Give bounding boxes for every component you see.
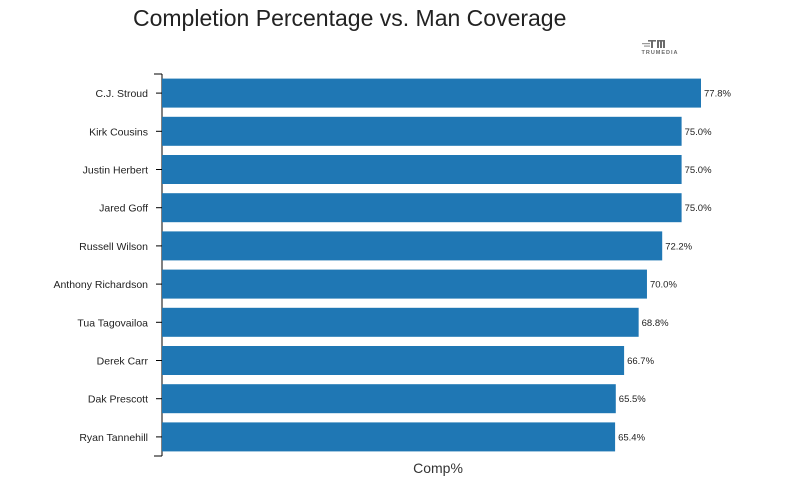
data-label: 75.0% — [685, 203, 712, 214]
data-label: 65.5% — [619, 394, 646, 405]
category-label: Jared Goff — [99, 203, 148, 215]
category-label: Kirk Cousins — [89, 126, 148, 138]
bar[interactable] — [162, 422, 616, 452]
category-label: Tua Tagovailoa — [77, 317, 148, 329]
data-label: 70.0% — [650, 280, 677, 291]
category-label: Justin Herbert — [83, 165, 148, 177]
trumedia-logo: TRUMEDIA — [636, 38, 684, 60]
data-label: 65.4% — [618, 432, 645, 443]
bar[interactable] — [162, 78, 701, 108]
data-label: 77.8% — [704, 89, 731, 100]
watermark-text: TRUMEDIA — [641, 50, 679, 56]
category-label: Anthony Richardson — [53, 279, 148, 291]
bar[interactable] — [162, 384, 616, 414]
category-label: C.J. Stroud — [95, 88, 148, 100]
category-label: Dak Prescott — [88, 394, 148, 406]
bar[interactable] — [162, 269, 647, 299]
bar[interactable] — [162, 193, 682, 223]
category-label: Russell Wilson — [79, 241, 148, 253]
bar[interactable] — [162, 231, 663, 261]
category-label: Derek Carr — [97, 356, 149, 368]
bar[interactable] — [162, 307, 639, 337]
category-label: Ryan Tannehill — [79, 432, 148, 444]
data-label: 68.8% — [642, 318, 669, 329]
chart-title: Completion Percentage vs. Man Coverage — [133, 5, 567, 31]
x-axis-label: Comp% — [413, 460, 463, 476]
bar[interactable] — [162, 346, 625, 375]
trumedia-logo-mark — [642, 40, 665, 48]
data-label: 75.0% — [685, 165, 712, 176]
bar[interactable] — [162, 155, 682, 184]
data-label: 72.2% — [665, 241, 692, 252]
data-label: 66.7% — [627, 356, 654, 367]
bar[interactable] — [162, 116, 682, 146]
data-label: 75.0% — [685, 127, 712, 138]
